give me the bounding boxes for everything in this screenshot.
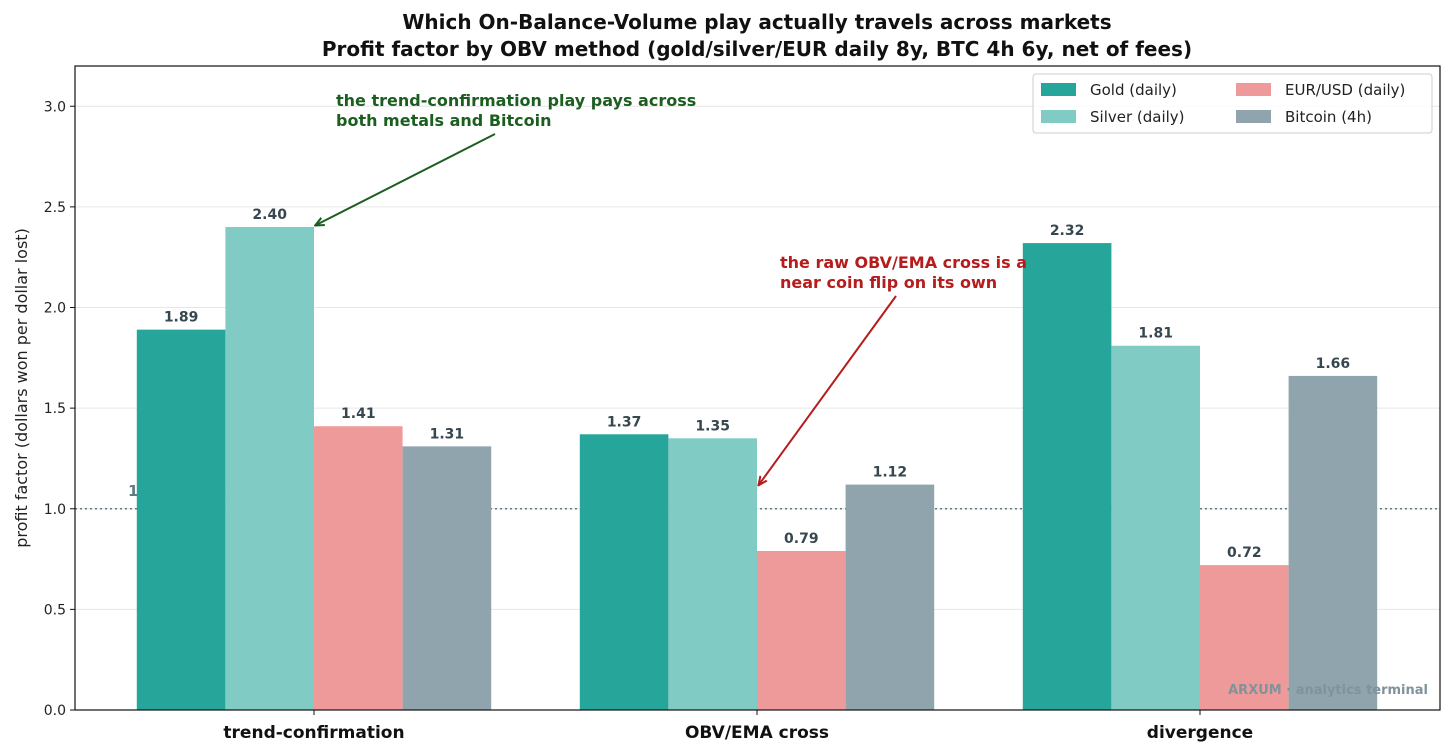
value-label: 2.40 (252, 207, 287, 223)
bar (1200, 565, 1289, 710)
bar (1288, 375, 1378, 710)
x-axis: trend-confirmation OBV/EMA cross divergenc… (223, 710, 1253, 743)
legend-box (1032, 73, 1433, 134)
legend-label: Silver (daily) (1090, 108, 1185, 126)
legend-swatch (1236, 83, 1271, 96)
y-axis: 0.0 0.5 1.0 1.5 2.0 2.5 3.0 (44, 99, 75, 719)
value-label: 1.41 (341, 406, 376, 422)
x-category-label: trend-confirmation (223, 723, 404, 743)
annotation-text: near coin flip on its own (780, 273, 997, 292)
value-label: 1.37 (607, 414, 642, 430)
y-tick-label: 0.0 (44, 703, 66, 719)
value-label: 2.32 (1050, 223, 1085, 239)
annotation-text: the raw OBV/EMA cross is a (780, 253, 1027, 272)
legend-label: Gold (daily) (1090, 81, 1177, 99)
bar (314, 426, 403, 710)
bars (136, 227, 1378, 710)
bar (136, 329, 226, 710)
y-tick-label: 1.0 (44, 502, 66, 518)
bar (402, 446, 492, 710)
value-label: 1.66 (1316, 356, 1351, 372)
y-tick-label: 2.5 (44, 200, 66, 216)
value-label: 1.89 (164, 310, 199, 326)
annotation-text: the trend-confirmation play pays across (336, 91, 696, 110)
bar (757, 551, 846, 710)
annotation-arrow (316, 133, 496, 225)
legend-swatch (1041, 110, 1076, 123)
y-tick-label: 1.5 (44, 401, 66, 417)
value-label: 1.81 (1138, 326, 1173, 342)
annotations: the trend-confirmation play pays acrossb… (316, 91, 1027, 485)
bar (1022, 243, 1112, 710)
y-tick-label: 0.5 (44, 602, 66, 618)
chart-title-line2: Profit factor by OBV method (gold/silver… (322, 37, 1192, 61)
annotation-arrow (759, 295, 897, 485)
value-label: 1.31 (430, 426, 465, 442)
legend-label: EUR/USD (daily) (1285, 81, 1405, 99)
x-category-label: divergence (1147, 723, 1253, 743)
value-label: 1.35 (695, 418, 730, 434)
bar (225, 227, 314, 710)
legend-swatch (1041, 83, 1076, 96)
value-label: 0.79 (784, 531, 819, 547)
bar (1111, 345, 1200, 710)
legend-swatch (1236, 110, 1271, 123)
bar (579, 434, 669, 710)
value-labels: 1.89 1.37 2.32 2.40 1.35 1.81 1.41 0.79 0.72 1.31… (164, 207, 1350, 561)
x-category-label: OBV/EMA cross (685, 723, 829, 743)
bar (668, 438, 757, 710)
watermark: ARXUM · analytics terminal (1228, 683, 1428, 698)
legend: Gold (daily) Silver (daily) EUR/USD (daily… (1032, 73, 1433, 134)
annotation-text: both metals and Bitcoin (336, 111, 552, 130)
bar (845, 484, 935, 710)
value-label: 0.72 (1227, 545, 1262, 561)
y-axis-label: profit factor (dollars won per dollar lo… (12, 228, 31, 548)
legend-label: Bitcoin (4h) (1285, 108, 1372, 126)
y-tick-label: 2.0 (44, 301, 66, 317)
chart-title-line1: Which On-Balance-Volume play actually tr… (402, 10, 1111, 34)
value-label: 1.12 (873, 465, 908, 481)
y-tick-label: 3.0 (44, 99, 66, 115)
